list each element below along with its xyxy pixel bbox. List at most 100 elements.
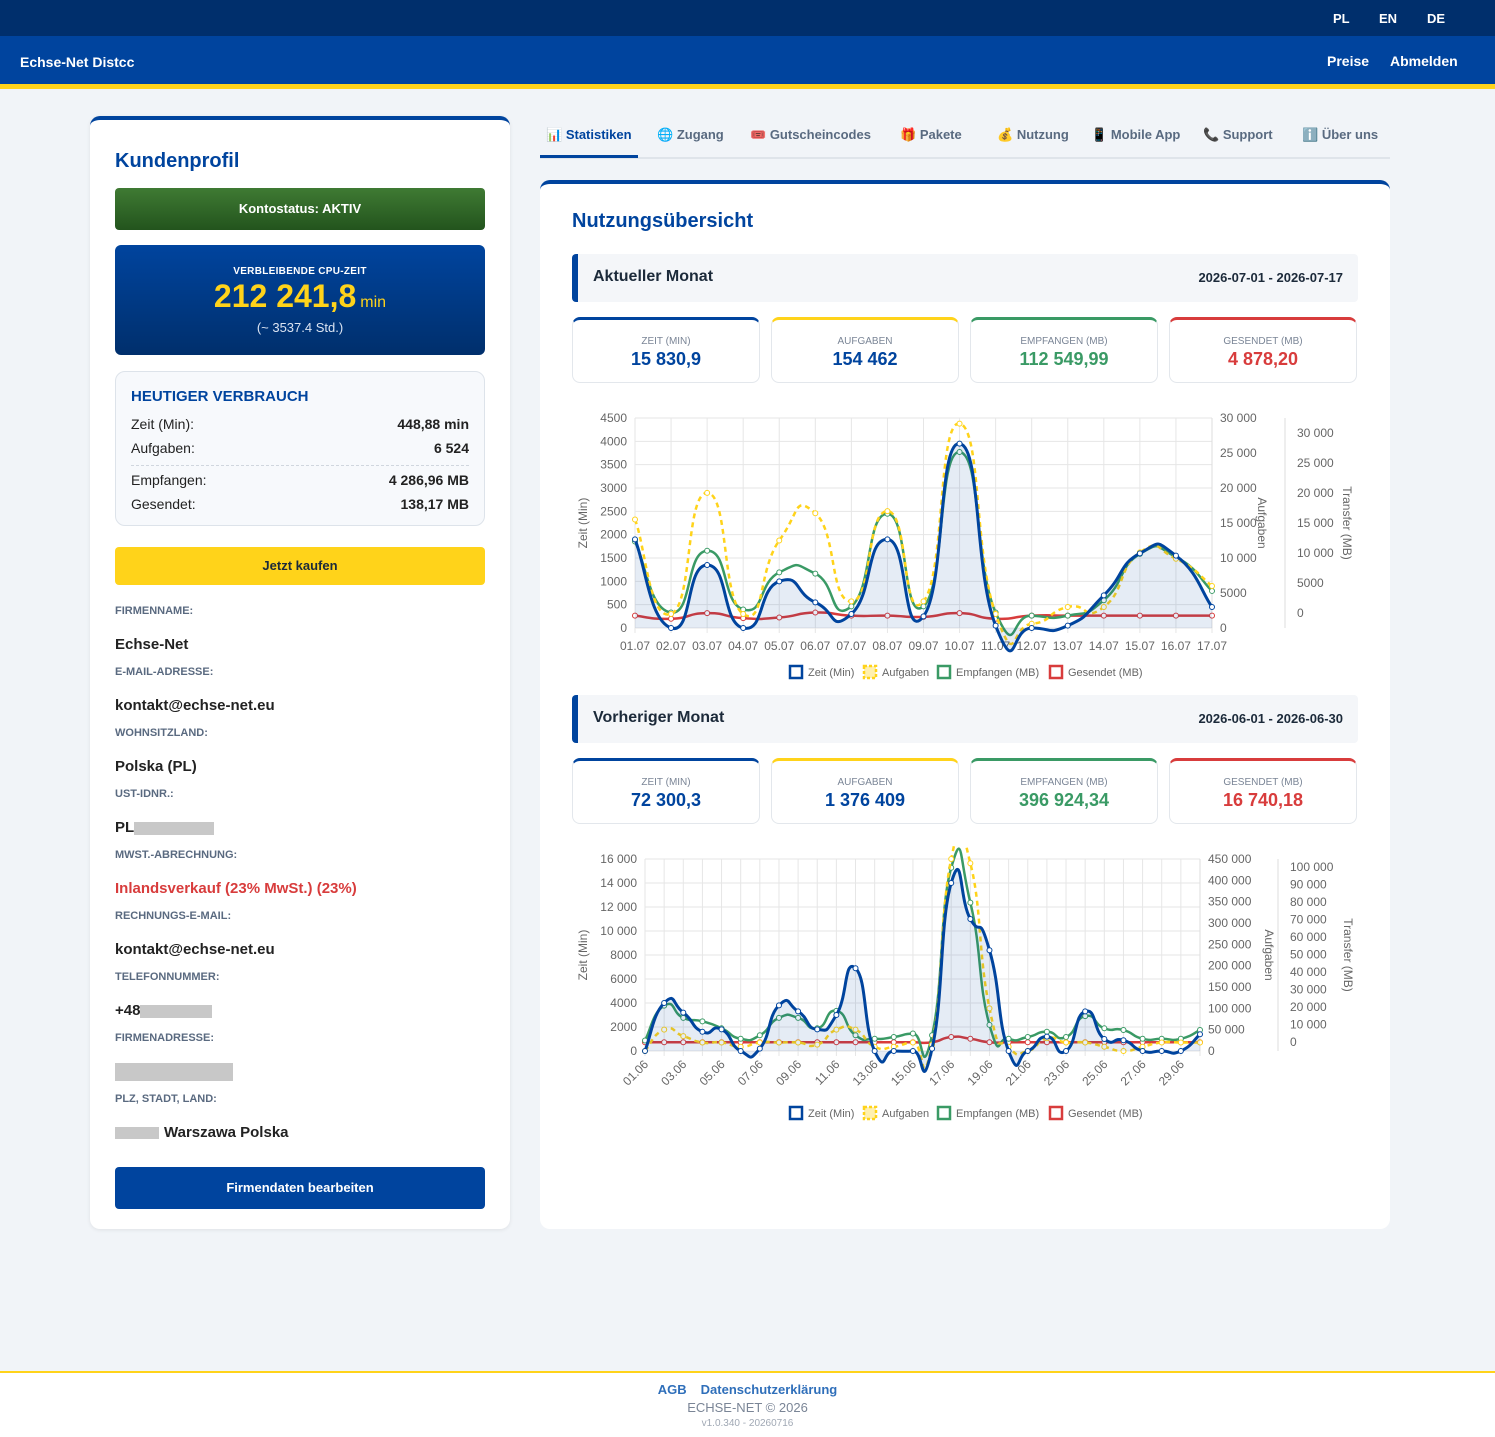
data-point xyxy=(680,1033,687,1040)
data-point xyxy=(1005,1035,1012,1042)
legend-swatch xyxy=(1048,1105,1064,1121)
y2-tick-label: 10 000 xyxy=(1220,551,1257,565)
data-point xyxy=(776,537,783,544)
stat-label: GESENDET (MB) xyxy=(1223,336,1303,347)
stat-value: 72 300,3 xyxy=(630,790,702,810)
privacy-link[interactable]: Datenschutzerklärung xyxy=(700,1382,838,1397)
data-point xyxy=(1209,587,1215,594)
prices-link[interactable]: Preise xyxy=(1327,53,1370,69)
tab-statistics[interactable]: 📊 Statistiken xyxy=(546,127,632,143)
usage-time-label: Zeit (Min): xyxy=(131,416,194,432)
y-tick-label: 0 xyxy=(630,1044,637,1058)
data-point xyxy=(795,1008,802,1015)
data-point xyxy=(852,1032,859,1039)
usage-tasks-label: Aufgaben: xyxy=(131,440,195,456)
data-point xyxy=(776,569,783,576)
data-point xyxy=(699,1018,706,1025)
telephone-icon: 📞 xyxy=(1203,127,1220,142)
bar-chart-icon: 📊 xyxy=(546,127,563,142)
brand-logo[interactable]: Echse-Net Distcc xyxy=(20,54,135,70)
lang-en-link[interactable]: EN xyxy=(1379,11,1398,26)
lang-pl-link[interactable]: PL xyxy=(1333,11,1350,26)
previous-month-title: Vorheriger Monat xyxy=(593,709,725,726)
y-tick-label: 14 000 xyxy=(600,876,637,890)
data-point xyxy=(1158,1048,1165,1054)
y-tick-label: 8000 xyxy=(610,948,637,962)
overview-title: Nutzungsübersicht xyxy=(572,210,754,232)
data-point xyxy=(833,1039,840,1046)
data-point xyxy=(812,599,819,606)
tab-about[interactable]: ℹ️ Über uns xyxy=(1302,127,1378,143)
data-point xyxy=(848,603,855,610)
data-point xyxy=(1064,622,1071,629)
y3-tick-label: 30 000 xyxy=(1290,983,1327,997)
buy-now-button[interactable]: Jetzt kaufen xyxy=(115,547,485,585)
data-point xyxy=(920,598,927,605)
data-point xyxy=(1136,550,1143,557)
tab-mobile-app[interactable]: 📱 Mobile App xyxy=(1091,127,1180,143)
data-point xyxy=(852,965,859,972)
data-point xyxy=(1005,1048,1012,1054)
data-point xyxy=(775,1002,782,1009)
y-tick-label: 10 000 xyxy=(600,924,637,938)
tab-vouchers[interactable]: 🎟️ Gutscheincodes xyxy=(750,127,871,143)
y3-axis-title: Transfer (MB) xyxy=(1340,486,1354,560)
data-point xyxy=(848,598,855,605)
data-point xyxy=(776,614,783,621)
company-name-label: FIRMENNAME: xyxy=(115,605,194,617)
city-country: Warszawa Polska xyxy=(164,1124,289,1141)
y3-tick-label: 100 000 xyxy=(1290,860,1334,874)
address-label: FIRMENADRESSE: xyxy=(115,1032,215,1044)
data-point xyxy=(956,420,963,427)
logout-link[interactable]: Abmelden xyxy=(1390,53,1458,69)
edit-company-button[interactable]: Firmendaten bearbeiten xyxy=(115,1167,485,1209)
copyright: ECHSE-NET © 2026 xyxy=(687,1400,808,1415)
invoice-email-label: RECHNUNGS-E-MAIL: xyxy=(115,910,232,922)
usage-time-value: 448,88 min xyxy=(397,416,469,432)
current-month-chart-svg: 0 500 1000 1500 2000 2500 3000 3500 4000 4500 0 500… xyxy=(576,411,1354,680)
data-point xyxy=(1120,1048,1127,1054)
legend-swatch xyxy=(862,1105,878,1121)
lang-de-link[interactable]: DE xyxy=(1427,11,1446,26)
data-point xyxy=(775,1039,782,1046)
y3-tick-label: 60 000 xyxy=(1290,930,1327,944)
data-point xyxy=(986,1021,993,1028)
data-point xyxy=(812,609,819,616)
y-tick-label: 1000 xyxy=(600,574,627,588)
data-point xyxy=(967,1035,974,1042)
y2-tick-label: 150 000 xyxy=(1208,980,1252,994)
data-point xyxy=(668,611,675,617)
info-icon: ℹ️ xyxy=(1302,127,1319,142)
cpu-time-unit: min xyxy=(360,294,387,311)
data-point xyxy=(814,1041,821,1048)
country-value: Polska (PL) xyxy=(115,758,197,775)
phone-label: TELEFONNUMMER: xyxy=(115,971,220,983)
tab-access[interactable]: 🌐 Zugang xyxy=(657,127,724,143)
data-point xyxy=(661,1039,668,1046)
tab-usage[interactable]: 💰 Nutzung xyxy=(997,127,1069,143)
current-month-range: 2026-07-01 - 2026-07-17 xyxy=(1198,270,1343,285)
x-tick-label: 07.06 xyxy=(735,1057,766,1088)
tab-support[interactable]: 📞 Support xyxy=(1203,127,1273,143)
x-tick-label: 15.06 xyxy=(888,1057,919,1088)
legend-label: Gesendet (MB) xyxy=(1068,1108,1143,1120)
tab-packages[interactable]: 🎁 Pakete xyxy=(900,127,962,143)
data-point xyxy=(1064,604,1071,610)
data-point xyxy=(668,625,675,631)
data-point xyxy=(890,1034,897,1041)
data-point xyxy=(1043,1028,1050,1035)
vat-id-value: PL xyxy=(115,819,215,836)
stat-card-sent: GESENDET (MB) 16 740,18 xyxy=(1169,758,1357,824)
x-tick-label: 10.07 xyxy=(945,639,975,653)
y3-tick-label: 25 000 xyxy=(1297,456,1334,470)
y3-tick-label: 10 000 xyxy=(1290,1018,1327,1032)
x-tick-label: 03.07 xyxy=(692,639,722,653)
cpu-time-box: VERBLEIBENDE CPU-ZEIT 212 241,8 min (~ 35… xyxy=(115,245,485,355)
agb-link[interactable]: AGB xyxy=(657,1382,687,1397)
data-point xyxy=(920,613,927,620)
x-tick-label: 06.07 xyxy=(800,639,830,653)
x-tick-label: 05.06 xyxy=(697,1057,728,1088)
data-point xyxy=(929,1045,936,1052)
stat-card-sent: GESENDET (MB) 4 878,20 xyxy=(1169,317,1357,383)
data-point xyxy=(1136,612,1143,619)
